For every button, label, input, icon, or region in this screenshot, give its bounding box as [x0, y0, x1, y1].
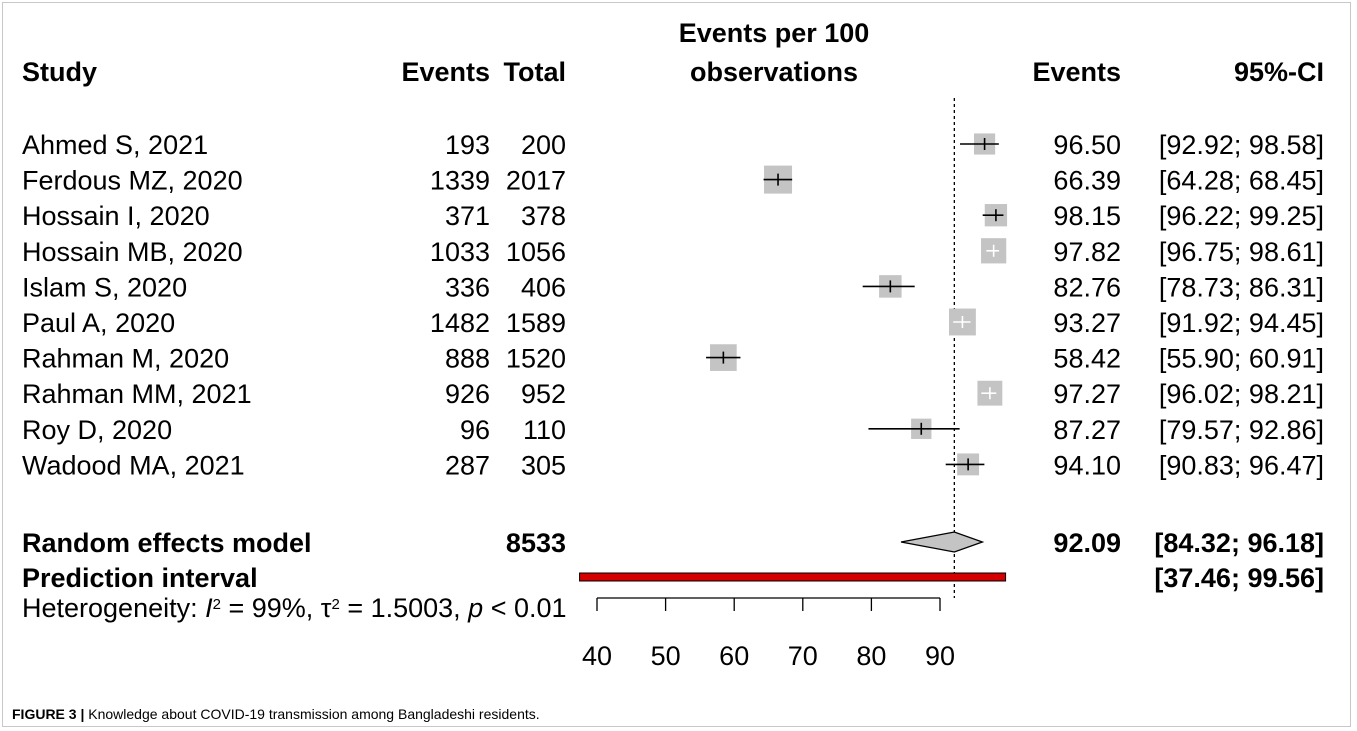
study-total: 952 [521, 379, 566, 409]
study-estimate: 96.50 [1053, 130, 1121, 160]
study-estimate: 87.27 [1053, 415, 1121, 445]
study-total: 378 [521, 201, 566, 231]
study-row: Wadood MA, 2021 287 305 94.10 [90.83; 96.47] [22, 450, 1324, 480]
study-total: 305 [521, 450, 566, 480]
prediction-bar [579, 572, 1007, 582]
study-total: 110 [523, 415, 566, 445]
study-estimate: 97.27 [1053, 379, 1121, 409]
figure-caption-text: Knowledge about COVID-19 transmission am… [88, 706, 540, 722]
study-ci: [92.92; 98.58] [1159, 130, 1324, 160]
study-ci: [91.92; 94.45] [1159, 308, 1324, 338]
figure-caption-label: FIGURE 3 | [12, 706, 85, 722]
study-row: Hossain I, 2020 371 378 98.15 [96.22; 99.25] [22, 201, 1324, 231]
study-total: 1520 [506, 344, 566, 374]
study-estimate: 93.27 [1053, 308, 1121, 338]
study-ci: [64.28; 68.45] [1159, 166, 1324, 196]
study-name: Rahman M, 2020 [22, 344, 229, 374]
summary-ci: [84.32; 96.18] [1154, 528, 1324, 558]
study-events: 193 [445, 130, 490, 160]
summary-label: Random effects model [22, 528, 312, 558]
header-row: Study Events Total Events per 100 observ… [22, 18, 1324, 87]
header-plot-line1: Events per 100 [679, 18, 870, 48]
study-events: 96 [460, 415, 490, 445]
summary-diamond [900, 531, 985, 553]
header-ci: 95%-CI [1234, 57, 1324, 87]
study-total: 406 [521, 272, 566, 302]
study-row: Roy D, 2020 96 110 87.27 [79.57; 92.86] [22, 415, 1324, 445]
x-tick-label: 70 [788, 641, 818, 671]
header-study: Study [22, 57, 97, 87]
study-total: 1589 [506, 308, 566, 338]
study-ci: [55.90; 60.91] [1159, 344, 1324, 374]
study-name: Hossain I, 2020 [22, 201, 210, 231]
x-tick-label: 90 [925, 641, 955, 671]
study-events: 888 [445, 344, 490, 374]
summary-total: 8533 [506, 528, 566, 558]
study-row: Rahman MM, 2021 926 952 97.27 [96.02; 98.21] [22, 379, 1324, 409]
study-row: Ahmed S, 2021 193 200 96.50 [92.92; 98.58] [22, 130, 1324, 160]
study-total: 2017 [506, 166, 566, 196]
study-events: 287 [445, 450, 490, 480]
study-ci: [96.02; 98.21] [1159, 379, 1324, 409]
study-events: 371 [445, 201, 490, 231]
study-total: 1056 [506, 237, 566, 267]
study-ci: [90.83; 96.47] [1159, 450, 1324, 480]
study-name: Islam S, 2020 [22, 272, 187, 302]
study-estimate: 97.82 [1053, 237, 1121, 267]
prediction-ci: [37.46; 99.56] [1154, 563, 1324, 593]
study-events: 1482 [430, 308, 490, 338]
study-name: Rahman MM, 2021 [22, 379, 252, 409]
x-tick-label: 60 [719, 641, 749, 671]
figure-caption: FIGURE 3 | Knowledge about COVID-19 tran… [12, 706, 540, 722]
study-row: Rahman M, 2020 888 1520 58.42 [55.90; 60.91] [22, 344, 1324, 374]
study-name: Hossain MB, 2020 [22, 237, 243, 267]
study-estimate: 58.42 [1053, 344, 1121, 374]
study-row: Ferdous MZ, 2020 1339 2017 66.39 [64.28; 68.… [22, 165, 1324, 196]
x-tick-label: 50 [651, 641, 681, 671]
study-name: Ferdous MZ, 2020 [22, 166, 243, 196]
study-estimate: 82.76 [1053, 272, 1121, 302]
x-axis: 40 50 60 70 80 90 [582, 597, 955, 671]
header-plot-line2: observations [690, 57, 858, 87]
study-events: 1033 [430, 237, 490, 267]
x-tick-label: 40 [582, 641, 612, 671]
study-name: Wadood MA, 2021 [22, 450, 245, 480]
study-ci: [96.22; 99.25] [1159, 201, 1324, 231]
summary-row: Random effects model 8533 92.09 [84.32; 96.… [22, 528, 1324, 593]
x-tick-label: 80 [856, 641, 886, 671]
summary-estimate: 92.09 [1053, 528, 1121, 558]
header-total: Total [504, 57, 567, 87]
study-rows: Ahmed S, 2021 193 200 96.50 [92.92; 98.58] Fe… [22, 130, 1324, 480]
study-estimate: 98.15 [1053, 201, 1121, 231]
study-events: 926 [445, 379, 490, 409]
study-row: Islam S, 2020 336 406 82.76 [78.73; 86.31] [22, 272, 1324, 302]
study-ci: [96.75; 98.61] [1159, 237, 1324, 267]
study-ci: [78.73; 86.31] [1159, 272, 1324, 302]
heterogeneity-text: Heterogeneity: I2 = 99%, τ2 = 1.5003, p … [22, 593, 567, 623]
study-total: 200 [521, 130, 566, 160]
prediction-label: Prediction interval [22, 563, 258, 593]
study-row: Paul A, 2020 1482 1589 93.27 [91.92; 94.45] [22, 308, 1324, 338]
header-events: Events [401, 57, 490, 87]
study-name: Ahmed S, 2021 [22, 130, 208, 160]
study-row: Hossain MB, 2020 1033 1056 97.82 [96.75; 98.… [22, 237, 1324, 267]
forest-plot: Study Events Total Events per 100 observ… [22, 18, 1324, 671]
study-estimate: 94.10 [1053, 450, 1121, 480]
study-name: Roy D, 2020 [22, 415, 172, 445]
study-ci: [79.57; 92.86] [1159, 415, 1324, 445]
study-estimate: 66.39 [1053, 166, 1121, 196]
study-events: 336 [445, 272, 490, 302]
header-estimate: Events [1032, 57, 1121, 87]
study-name: Paul A, 2020 [22, 308, 175, 338]
study-events: 1339 [430, 166, 490, 196]
